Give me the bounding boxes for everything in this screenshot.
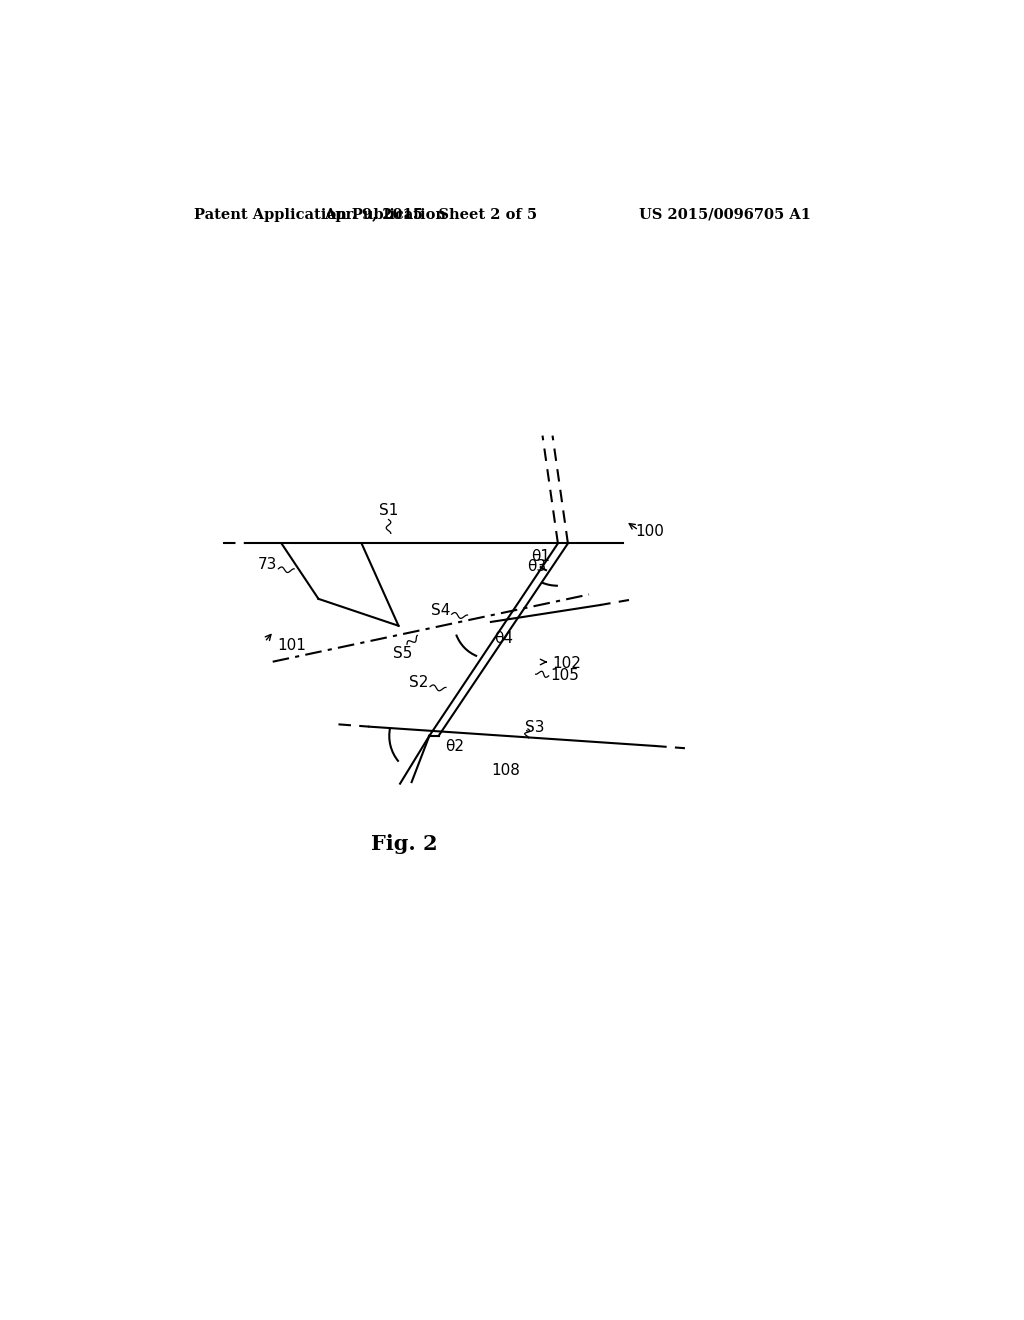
Text: 108: 108 — [492, 763, 520, 777]
Text: S1: S1 — [379, 503, 398, 517]
Text: S4: S4 — [431, 603, 451, 618]
Text: Patent Application Publication: Patent Application Publication — [195, 207, 446, 222]
Text: θ3: θ3 — [526, 558, 546, 574]
Text: S5: S5 — [393, 645, 413, 661]
Text: S3: S3 — [524, 719, 545, 735]
Text: 100: 100 — [635, 524, 664, 540]
Text: S2: S2 — [410, 676, 429, 690]
Text: Apr. 9, 2015   Sheet 2 of 5: Apr. 9, 2015 Sheet 2 of 5 — [325, 207, 538, 222]
Text: 105: 105 — [550, 668, 580, 684]
Text: US 2015/0096705 A1: US 2015/0096705 A1 — [639, 207, 811, 222]
Text: 101: 101 — [276, 638, 306, 652]
Text: 102: 102 — [553, 656, 582, 671]
Text: θ1: θ1 — [530, 549, 550, 564]
Text: 73: 73 — [257, 557, 276, 573]
Text: θ4: θ4 — [494, 631, 513, 647]
Text: θ2: θ2 — [444, 739, 464, 754]
Text: Fig. 2: Fig. 2 — [371, 834, 437, 854]
